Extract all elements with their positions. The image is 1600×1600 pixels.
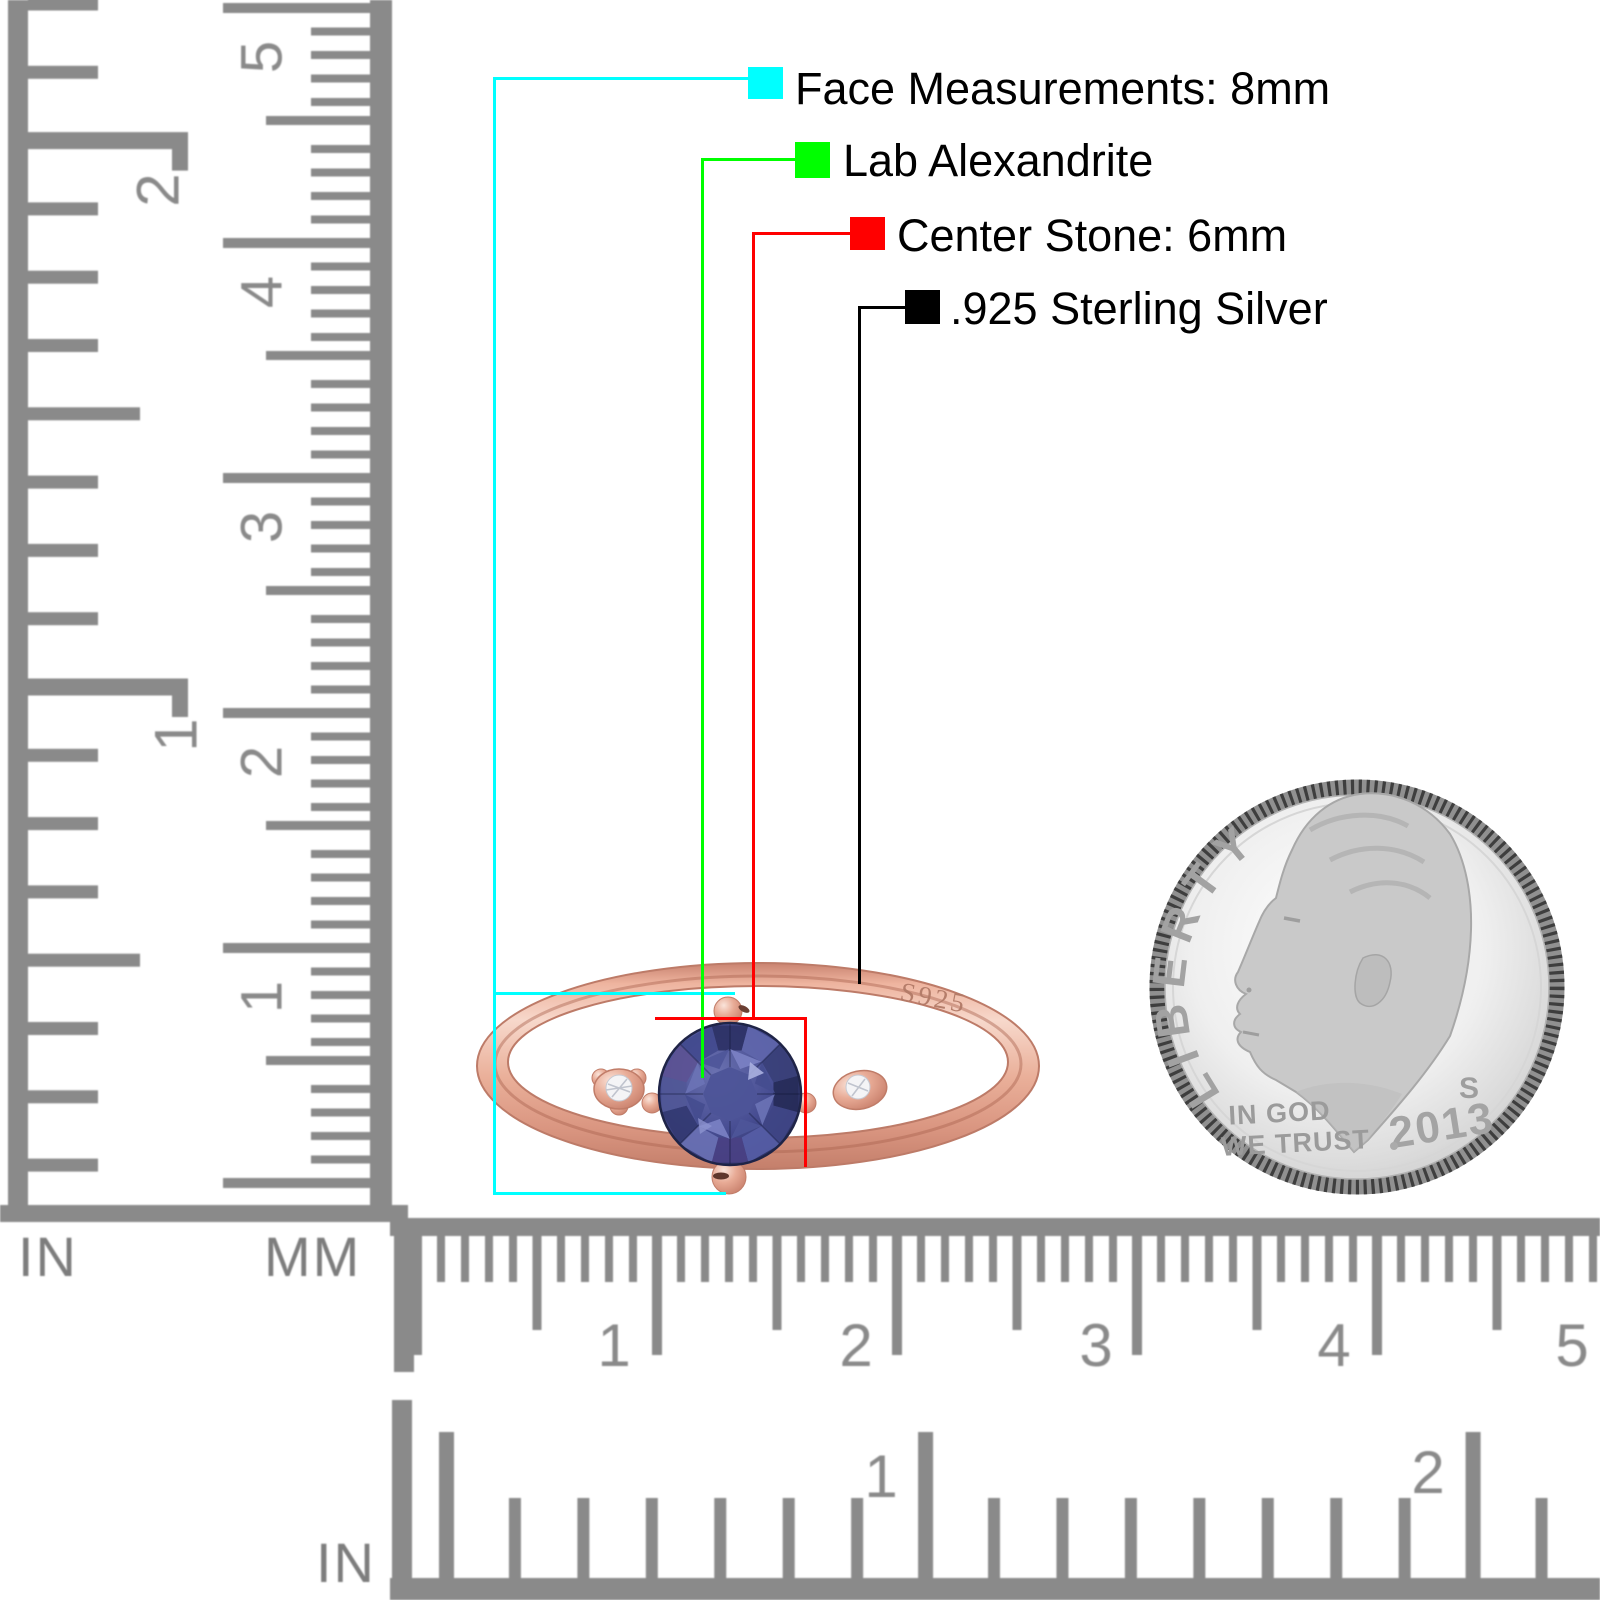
ring-engraving: S925 [898, 976, 970, 1018]
metal-key-square [905, 290, 940, 324]
center-stone-bracket-vertical [804, 1017, 807, 1167]
stone-type-callout-line-vertical [701, 158, 704, 1078]
center-stone-callout-line-horizontal [752, 232, 850, 235]
left-inch-ruler-number-2: 2 [125, 173, 192, 206]
bottom-inch-ruler-number-2: 2 [1411, 1439, 1444, 1506]
left-inch-ruler-number-1: 1 [143, 718, 210, 751]
bottom-inch-ruler-unit-label: IN [316, 1531, 376, 1594]
left-mm-ruler-number-1: 1 [230, 981, 295, 1013]
face-bracket-bottom-line [493, 1192, 726, 1195]
bottom-mm-ruler-number-5: 5 [1555, 1312, 1588, 1379]
coin-reeding [1149, 779, 1565, 1195]
coin-designer-mark [1390, 1142, 1398, 1150]
left-accent-setting [591, 1068, 647, 1116]
left-inch-ruler-unit-label: IN [18, 1225, 78, 1288]
left-mm-ruler-unit-label: MM [264, 1225, 361, 1288]
dime-coin-photo: LIBERTY IN GOD WE TRUST 2013 S [1142, 779, 1565, 1195]
ring-band [475, 962, 1041, 1170]
left-mm-ruler-number-4: 4 [230, 276, 295, 308]
center-stone [659, 1023, 801, 1165]
center-stone-key-square [850, 217, 885, 250]
bottom-mm-ruler-number-3: 3 [1079, 1312, 1112, 1379]
face-callout-line-vertical [493, 77, 496, 1195]
top-prong-ball [713, 996, 743, 1026]
face-key-square [748, 67, 783, 99]
bottom-mm-ruler-number-4: 4 [1317, 1312, 1350, 1379]
coin-motto-line1: IN GOD [1228, 1095, 1331, 1130]
stone-type-callout-line-horizontal [701, 158, 795, 161]
left-mm-ruler-number-3: 3 [230, 511, 295, 543]
stone-type-key-square [795, 142, 830, 178]
center-stone-callout-line-vertical [752, 232, 755, 1019]
left-mm-ruler-number-5: 5 [230, 41, 295, 73]
left-mm-ruler-number-2: 2 [230, 746, 295, 778]
bottom-inch-ruler-number-1: 1 [864, 1443, 897, 1510]
metal-label: .925 Sterling Silver [950, 283, 1328, 334]
bottom-mm-ruler-number-1: 1 [597, 1312, 630, 1379]
roosevelt-portrait [1233, 792, 1473, 1154]
coin-hair-lines [1308, 812, 1432, 900]
ring-photo: S925 [475, 962, 1041, 1195]
face-bracket-top-line [493, 992, 735, 995]
bottom-mm-ruler-number-2: 2 [839, 1312, 872, 1379]
stone-type-label: Lab Alexandrite [843, 135, 1154, 186]
metal-callout-line-horizontal [858, 306, 905, 309]
face-measurement-label: Face Measurements: 8mm [795, 63, 1331, 114]
coin-ear [1354, 953, 1392, 1008]
center-stone-label: Center Stone: 6mm [897, 210, 1288, 261]
coin-mint-mark: S [1459, 1072, 1479, 1105]
metal-callout-line-vertical [858, 306, 861, 984]
face-callout-line-horizontal [493, 77, 748, 80]
center-stone-bracket-horizontal [655, 1017, 807, 1020]
